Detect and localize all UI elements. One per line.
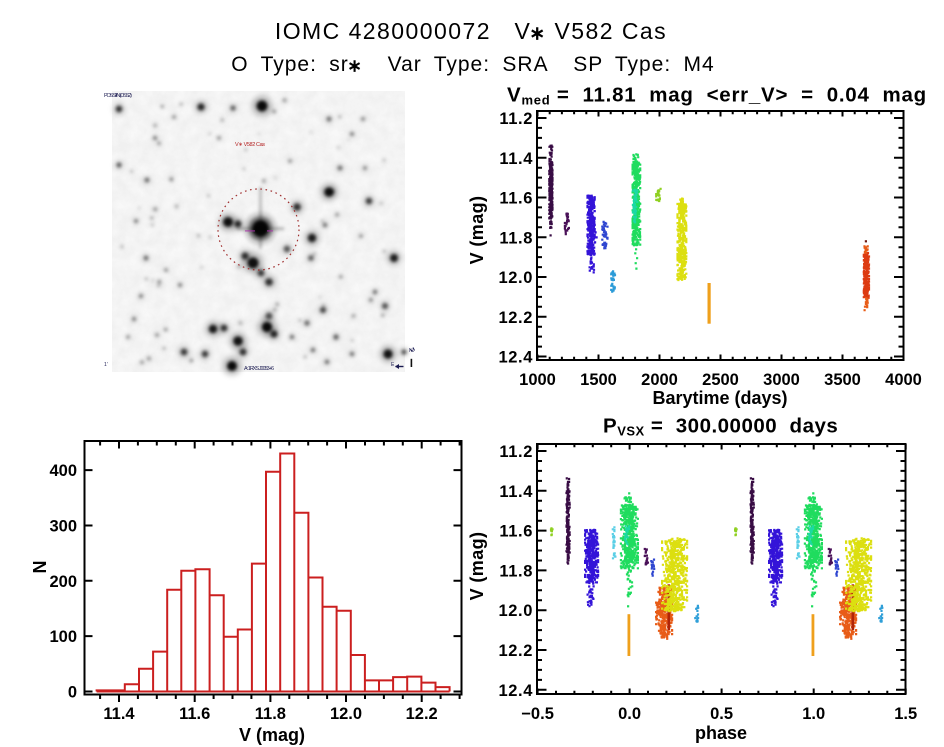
svg-text:11.2: 11.2 [499, 110, 533, 128]
svg-text:O Type: sr∗ Var Type: SRA SP: O Type: sr∗ Var Type: SRA SP Type: M4 [231, 53, 714, 76]
svg-text:V∗ V582 Cas: V∗ V582 Cas [235, 142, 265, 148]
svg-text:12.2: 12.2 [498, 309, 533, 327]
svg-text:12.2: 12.2 [498, 642, 533, 660]
svg-text:100: 100 [49, 628, 77, 646]
svg-text:V (mag): V (mag) [239, 725, 305, 745]
svg-text:N: N [409, 348, 413, 354]
svg-text:12.0: 12.0 [330, 705, 362, 723]
svg-text:11.4: 11.4 [103, 705, 135, 723]
svg-text:200: 200 [49, 573, 77, 591]
svg-text:11.6: 11.6 [179, 705, 210, 723]
svg-text:4000: 4000 [885, 371, 922, 389]
svg-text:PVSX = 300.00000 days: PVSX = 300.00000 days [603, 415, 838, 439]
svg-text:11.6: 11.6 [499, 190, 533, 208]
svg-text:11.8: 11.8 [255, 705, 286, 723]
svg-text:POSS II/N (DSS2): POSS II/N (DSS2) [104, 93, 132, 99]
svg-text:1.0: 1.0 [802, 705, 825, 723]
svg-text:0.0: 0.0 [618, 705, 641, 723]
svg-text:11.4: 11.4 [499, 483, 533, 501]
svg-text:A: 1RXS J0053+6: A: 1RXS J0053+6 [244, 366, 274, 372]
svg-text:12.4: 12.4 [498, 349, 533, 367]
svg-text:12.4: 12.4 [498, 682, 533, 700]
svg-text:N: N [30, 561, 50, 574]
svg-text:12.0: 12.0 [498, 602, 533, 620]
svg-text:1.5: 1.5 [894, 705, 917, 723]
svg-text:E: E [391, 362, 395, 368]
svg-text:phase: phase [695, 723, 747, 743]
svg-text:12.0: 12.0 [498, 269, 533, 287]
svg-text:1′: 1′ [104, 362, 108, 368]
svg-text:12.2: 12.2 [406, 705, 438, 723]
svg-text:11.6: 11.6 [499, 523, 533, 541]
svg-text:11.8: 11.8 [499, 229, 533, 247]
svg-text:300: 300 [49, 518, 77, 536]
svg-text:1000: 1000 [519, 371, 556, 389]
svg-text:400: 400 [49, 462, 77, 480]
svg-text:V (mag): V (mag) [467, 196, 487, 265]
svg-text:V (mag): V (mag) [467, 532, 487, 601]
svg-text:Vmed = 11.81 mag <err_V> =: Vmed = 11.81 mag <err_V> = 0.04 mag [507, 84, 927, 108]
svg-text:11.8: 11.8 [499, 562, 533, 580]
svg-text:11.2: 11.2 [499, 443, 533, 461]
svg-text:2000: 2000 [641, 371, 678, 389]
svg-text:IOMC 4280000072 V∗ V582 Cas: IOMC 4280000072 V∗ V582 Cas [275, 18, 667, 45]
svg-text:0.5: 0.5 [710, 705, 733, 723]
svg-text:11.4: 11.4 [499, 150, 533, 168]
svg-text:3500: 3500 [824, 371, 861, 389]
svg-text:Barytime (days): Barytime (days) [652, 388, 787, 408]
svg-text:2500: 2500 [702, 371, 739, 389]
svg-text:−0.5: −0.5 [521, 705, 554, 723]
svg-text:3000: 3000 [763, 371, 800, 389]
svg-text:1500: 1500 [580, 371, 617, 389]
svg-text:0: 0 [68, 684, 77, 702]
